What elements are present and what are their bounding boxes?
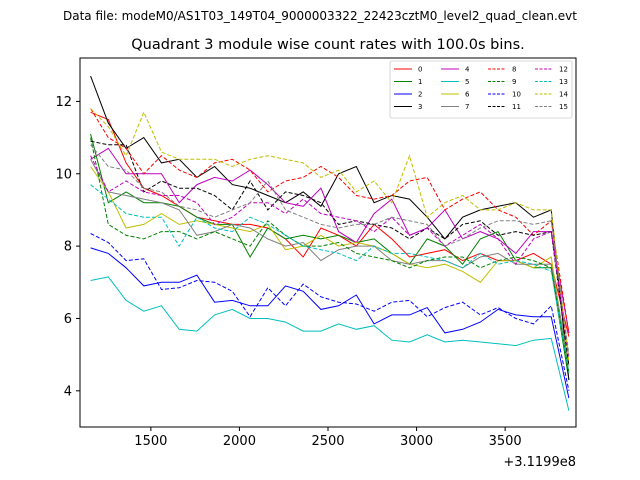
legend-label-15: 15	[559, 103, 568, 111]
series-line-4	[90, 147, 570, 333]
series-line-7	[90, 159, 570, 366]
x-tick-label: 1500	[134, 434, 167, 449]
x-offset-label: +3.1199e8	[503, 455, 576, 470]
legend-label-1: 1	[418, 78, 422, 86]
legend-label-5: 5	[465, 78, 469, 86]
y-tick-label: 4	[64, 384, 72, 399]
legend-label-4: 4	[465, 66, 470, 74]
legend-label-14: 14	[559, 91, 568, 99]
legend-label-7: 7	[465, 103, 469, 111]
legend-label-12: 12	[559, 66, 568, 74]
x-tick-label: 3500	[489, 434, 522, 449]
legend-box	[389, 60, 573, 119]
legend-label-2: 2	[418, 91, 422, 99]
series-line-0	[90, 111, 570, 337]
chart-suptitle: Data file: modeM0/AS1T03_149T04_90000033…	[63, 9, 577, 23]
series-line-11	[90, 140, 570, 366]
series-line-14	[90, 108, 570, 362]
series-layer	[90, 75, 570, 411]
legend-label-9: 9	[512, 78, 516, 86]
series-line-5	[90, 276, 570, 411]
x-tick-label: 2500	[311, 434, 344, 449]
y-tick-label: 8	[64, 240, 72, 255]
legend-label-6: 6	[465, 91, 470, 99]
series-line-2	[90, 247, 570, 399]
series-line-8	[90, 108, 570, 333]
y-tick-label: 6	[64, 312, 72, 327]
legend-label-10: 10	[512, 91, 521, 99]
y-tick-label: 12	[55, 95, 72, 110]
legend-label-8: 8	[512, 66, 516, 74]
series-line-10	[90, 233, 570, 391]
series-line-3	[90, 75, 570, 381]
chart-title: Quadrant 3 module wise count rates with …	[131, 37, 525, 53]
series-line-9	[90, 137, 570, 373]
series-line-13	[90, 184, 570, 373]
series-line-6	[90, 166, 570, 373]
series-line-12	[90, 155, 570, 359]
x-tick-label: 3000	[400, 434, 433, 449]
legend-label-13: 13	[559, 78, 568, 86]
y-tick-label: 10	[55, 167, 72, 182]
axis-layer: 1500 2000 2500 3000 3500 4 6 8 10 12	[55, 95, 521, 449]
series-line-1	[90, 133, 570, 381]
legend-label-11: 11	[512, 103, 521, 111]
legend-label-3: 3	[418, 103, 422, 111]
legend-label-0: 0	[418, 66, 422, 74]
series-line-15	[90, 144, 570, 355]
x-tick-label: 2000	[223, 434, 256, 449]
